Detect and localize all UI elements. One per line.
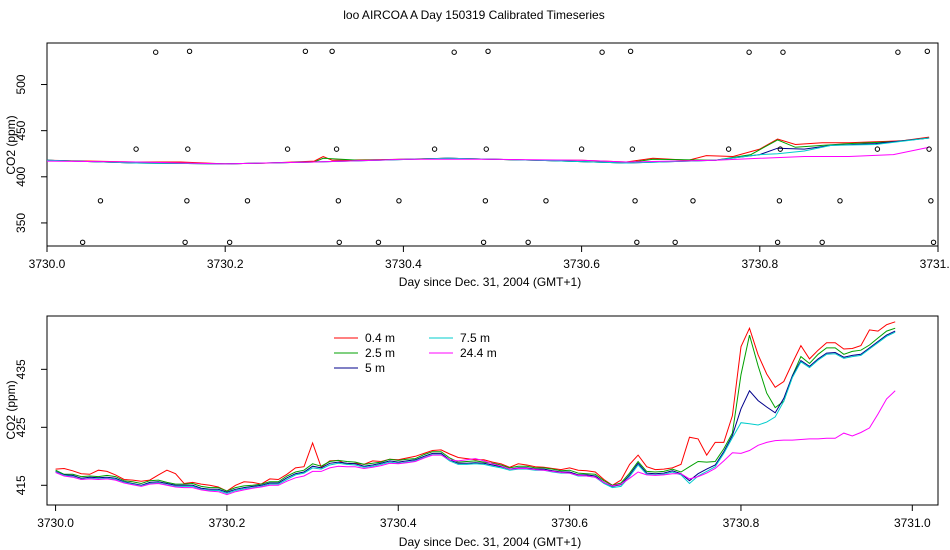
scatter-point <box>482 198 489 204</box>
x-axis-label: Day since Dec. 31, 2004 (GMT+1) <box>399 535 581 549</box>
y-tick-label: 435 <box>14 359 28 379</box>
scatter-point <box>672 239 678 246</box>
scatter-point <box>690 198 696 204</box>
x-tick-label: 3730.6 <box>563 257 600 271</box>
y-tick-label: 400 <box>14 166 28 186</box>
scatter-point <box>284 146 291 152</box>
x-tick-label: 3730.8 <box>741 257 778 271</box>
series-line <box>55 327 896 492</box>
scatter-point <box>774 239 781 246</box>
x-tick-label: 3730.0 <box>37 516 74 530</box>
scatter-point <box>924 48 931 55</box>
scatter-point <box>133 146 139 152</box>
series-line <box>55 331 896 494</box>
scatter-point <box>333 146 340 152</box>
x-tick-label: 3730.2 <box>207 257 244 271</box>
bottom-plot-panel: 3730.0 3730.2 3730.4 3730.6 3730.8 3731.0 415 4… <box>4 315 939 549</box>
plot-frame <box>46 42 939 247</box>
scatter-point <box>819 239 825 246</box>
scatter-point <box>184 198 190 204</box>
scatter-point <box>634 239 640 246</box>
scatter-point <box>226 239 233 246</box>
scatter-point <box>485 48 491 55</box>
scatter-point <box>837 198 843 204</box>
y-axis-label: CO2 (ppm) <box>4 380 18 439</box>
legend-label: 24.4 m <box>460 346 497 360</box>
scatter-point <box>632 198 638 204</box>
scatter-point <box>375 239 382 246</box>
x-axis-label: Day since Dec. 31, 2004 (GMT+1) <box>399 275 581 289</box>
scatter-point <box>431 146 438 152</box>
scatter-point <box>186 48 193 55</box>
scatter-point <box>599 49 605 55</box>
x-tick-label: 3730.8 <box>723 516 760 530</box>
scatter-point <box>578 146 585 152</box>
scatter-point <box>780 49 786 55</box>
scatter-point <box>777 146 783 152</box>
y-axis-label: CO2 (ppm) <box>4 115 18 174</box>
scatter-point <box>153 49 159 55</box>
plot-frame <box>46 315 939 506</box>
scatter-point <box>336 239 342 246</box>
scatter-point <box>543 198 549 204</box>
y-tick-label: 350 <box>14 213 28 233</box>
legend: 0.4 m2.5 m5 m 7.5 m24.4 m <box>334 331 497 375</box>
x-tick-label: 3730.2 <box>209 516 246 530</box>
scatter-point <box>928 198 934 204</box>
y-tick-label: 450 <box>14 120 28 140</box>
scatter-point <box>451 49 457 55</box>
scatter-point <box>627 48 634 55</box>
scatter-point <box>185 146 191 152</box>
scatter-point <box>746 49 752 55</box>
series-line <box>55 390 896 496</box>
x-tick-label: 3730.0 <box>29 257 66 271</box>
scatter-point <box>79 239 86 246</box>
scatter-point <box>930 239 937 246</box>
scatter-point <box>335 198 342 204</box>
scatter-point <box>725 146 732 152</box>
scatter-point <box>926 146 932 152</box>
legend-label: 5 m <box>365 361 385 375</box>
scatter-point <box>302 48 309 55</box>
y-tick-label: 500 <box>14 74 28 94</box>
scatter-point <box>776 198 783 204</box>
top-plot-panel: 3730.0 3730.2 3730.4 3730.6 3730.8 3731.0 350 4… <box>4 42 950 289</box>
figure-title: loo AIRCOA A Day 150319 Calibrated Times… <box>343 8 604 22</box>
legend-label: 7.5 m <box>460 331 490 345</box>
legend-label: 2.5 m <box>365 346 395 360</box>
scatter-point <box>874 146 881 152</box>
x-tick-label: 3730.4 <box>380 516 417 530</box>
y-tick-label: 415 <box>14 475 28 495</box>
series-line <box>46 146 930 165</box>
scatter-point <box>629 146 636 152</box>
y-tick-label: 425 <box>14 417 28 437</box>
scatter-point <box>480 239 487 246</box>
scatter-point <box>895 49 901 55</box>
scatter-point <box>244 198 251 204</box>
x-tick-label: 3730.4 <box>385 257 422 271</box>
scatter-point <box>329 48 335 55</box>
series-line <box>55 330 896 493</box>
scatter-point <box>525 239 531 246</box>
series-line <box>55 321 896 492</box>
scatter-point <box>182 239 188 246</box>
scatter-point <box>396 198 402 204</box>
scatter-point <box>483 146 489 152</box>
x-tick-label: 3731.0 <box>894 516 931 530</box>
scatter-point <box>97 198 104 204</box>
x-tick-label: 3731.0 <box>920 257 950 271</box>
x-tick-label: 3730.6 <box>551 516 588 530</box>
legend-label: 0.4 m <box>365 331 395 345</box>
